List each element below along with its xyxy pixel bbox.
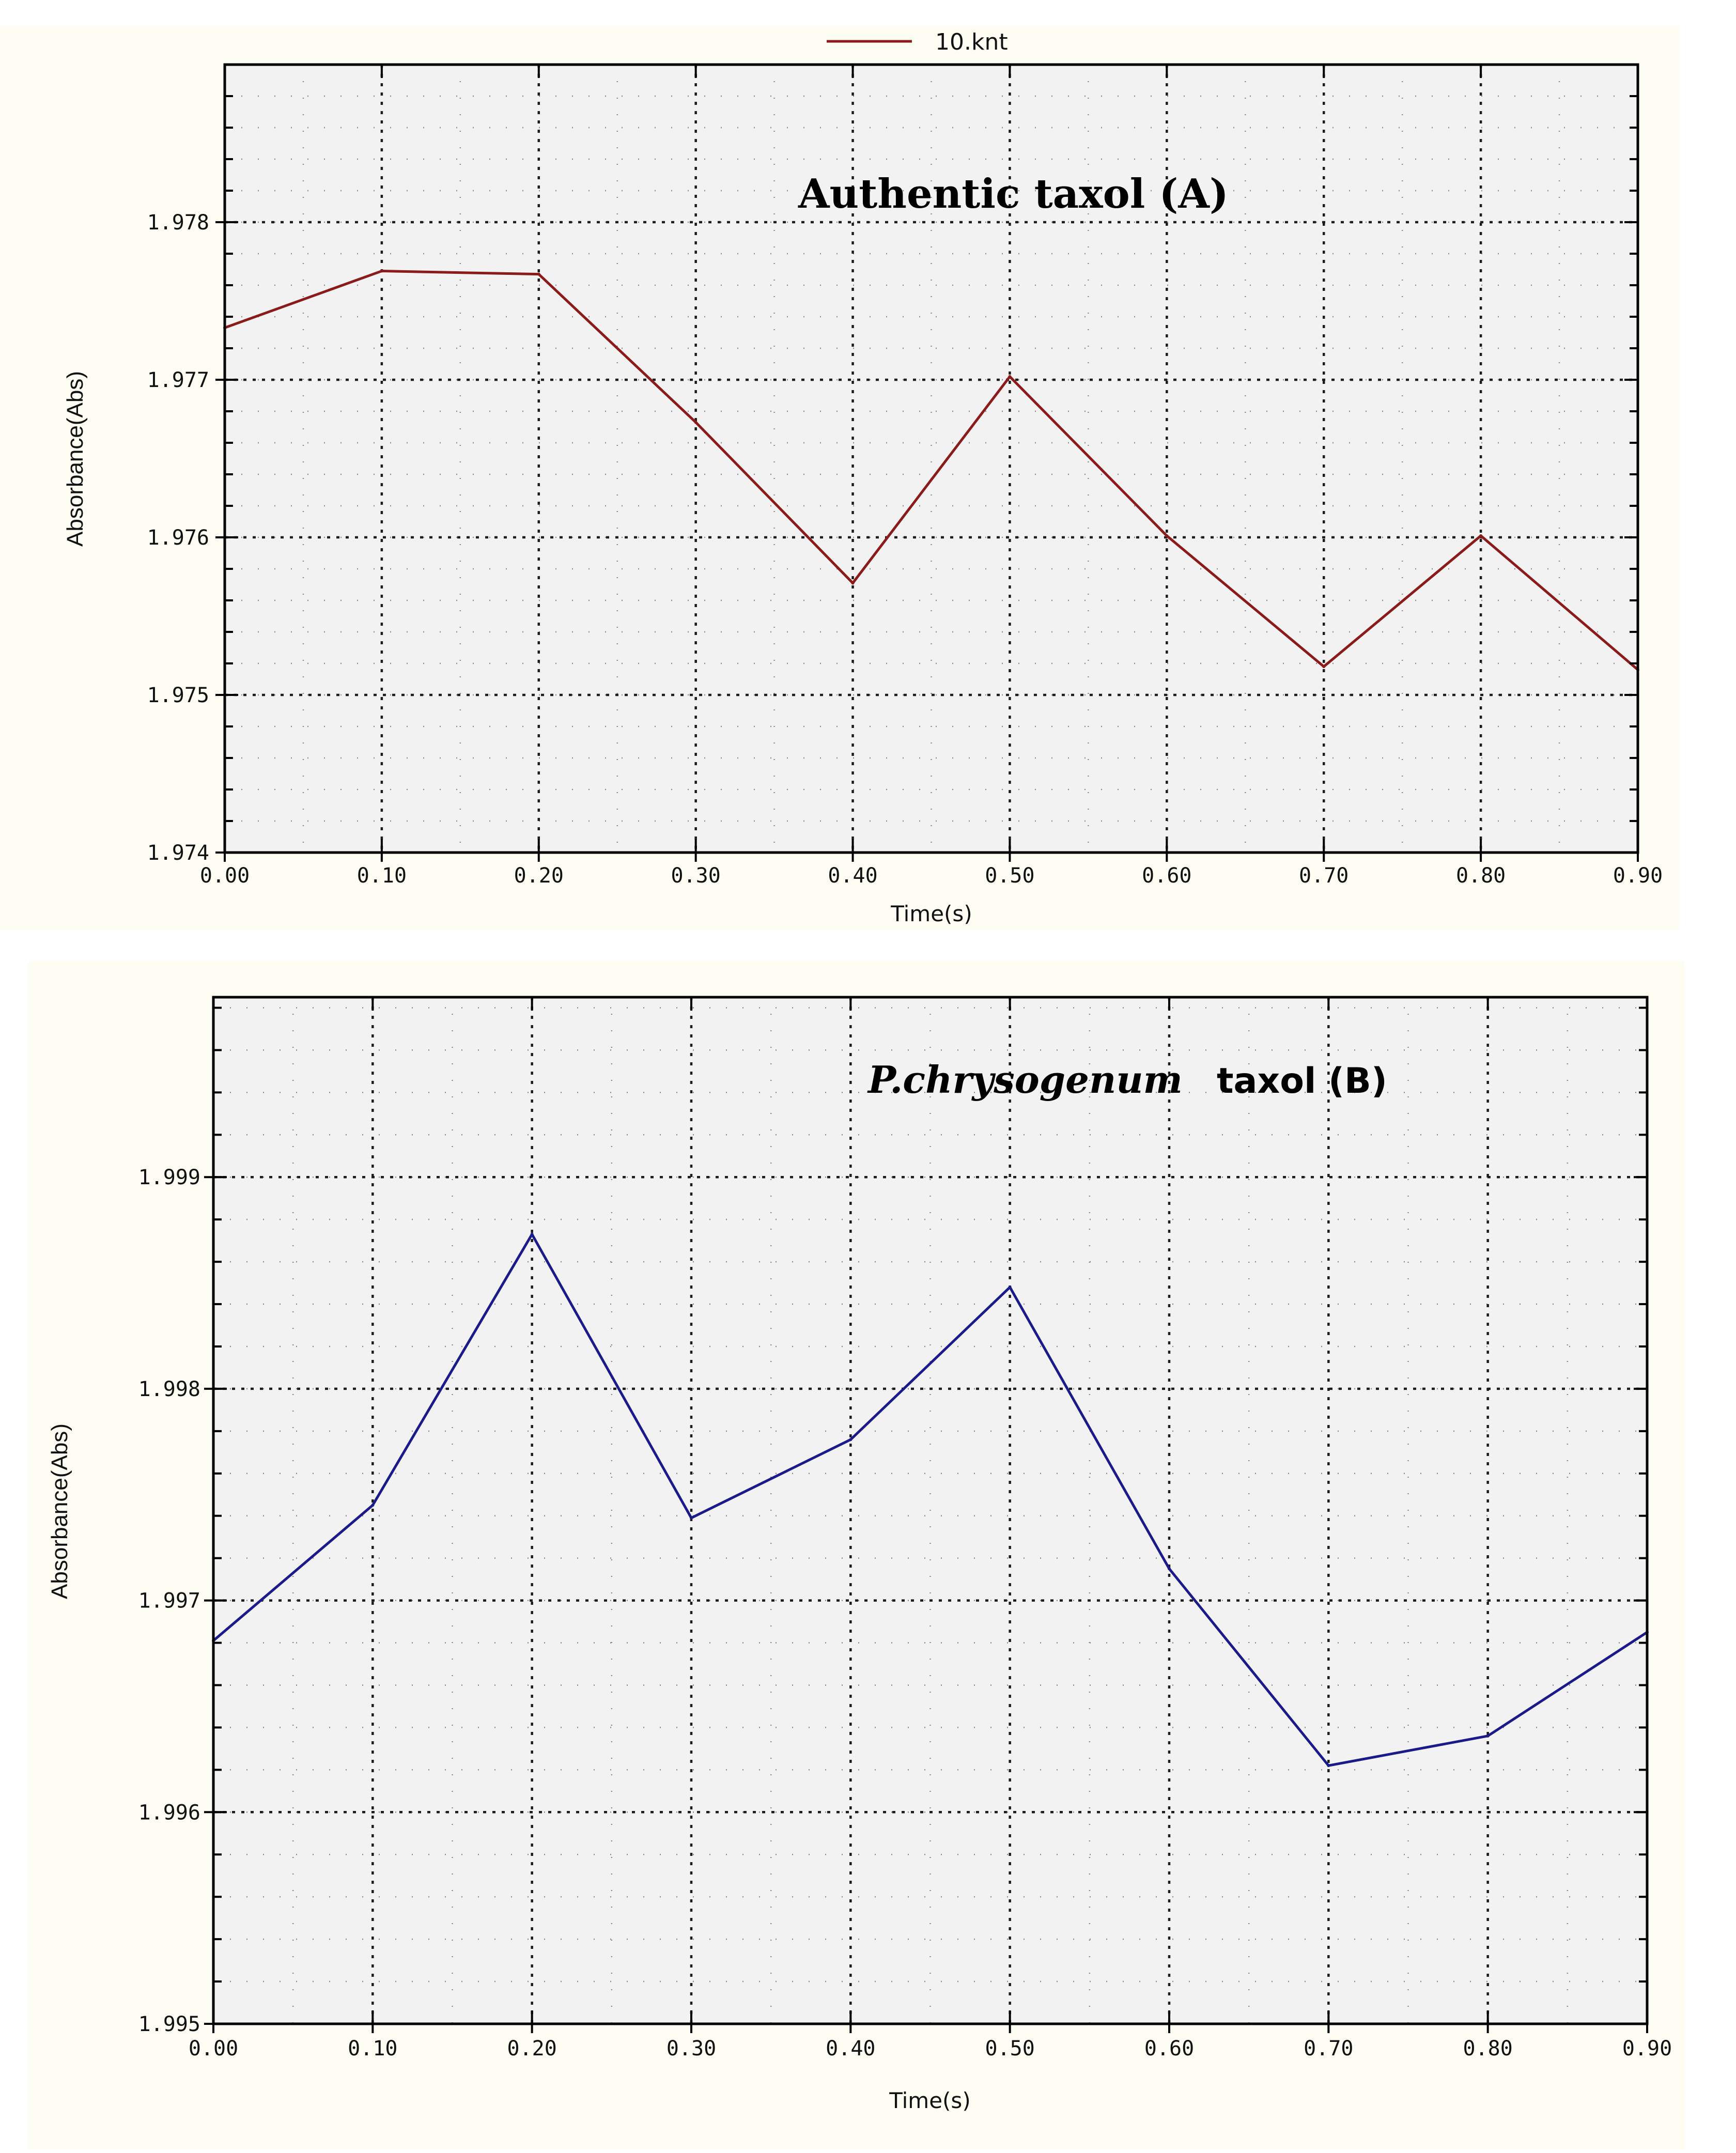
y-tick-label: 1.998: [138, 1377, 200, 1401]
data-point: [849, 1438, 853, 1442]
ticks-b: 1.995 1.996 1.997 1.998 1.999 0.00 0.10 0.20 0.3…: [138, 997, 1672, 2061]
plot-area-a: [225, 65, 1638, 853]
x-tick-label: 0.00: [189, 2037, 238, 2061]
data-point: [1322, 665, 1326, 669]
x-tick-label: 0.60: [1142, 864, 1191, 888]
x-tick-label: 0.90: [1613, 864, 1663, 888]
x-axis-label-a: Time(s): [890, 901, 972, 926]
data-point: [1486, 1734, 1490, 1738]
series-line: [212, 1233, 1648, 1767]
y-tick-label: 1.977: [147, 368, 209, 392]
y-tick-label: 1.978: [147, 211, 209, 235]
data-point: [380, 269, 383, 273]
x-tick-label: 0.80: [1463, 2037, 1513, 2061]
data-point: [1327, 1764, 1330, 1768]
x-tick-label: 0.70: [1299, 864, 1349, 888]
x-tick-label: 0.20: [507, 2037, 557, 2061]
x-tick-label: 0.10: [357, 864, 407, 888]
x-tick-label: 0.70: [1304, 2037, 1353, 2061]
x-axis-label-b: Time(s): [889, 2088, 970, 2113]
plot-frame-b: [212, 996, 1649, 2025]
data-point: [1008, 375, 1012, 378]
y-tick-label: 1.997: [138, 1589, 200, 1613]
grid-b: [213, 997, 1647, 2024]
x-tick-label: 0.30: [671, 864, 721, 888]
y-tick-label: 1.975: [147, 684, 209, 707]
chart-panel-a: 1.974 1.975 1.976 1.977 1.978 0.00 0.10 0.20 0.3…: [0, 26, 1679, 930]
chart-title-a: Authentic taxol (A): [798, 171, 1229, 218]
y-tick-label: 1.976: [147, 526, 209, 550]
data-point: [530, 1232, 534, 1236]
x-tick-label: 0.60: [1144, 2037, 1194, 2061]
series-line: [224, 270, 1639, 671]
x-tick-label: 0.30: [667, 2037, 716, 2061]
legend-label: 10.knt: [935, 29, 1008, 55]
chart-panel-b: 1.995 1.996 1.997 1.998 1.999 0.00 0.10 0.20 0.3…: [28, 961, 1684, 2149]
y-tick-label: 1.996: [138, 1801, 200, 1824]
plot-frame-a: [223, 63, 1639, 854]
data-point: [690, 1516, 693, 1520]
ticks-a: 1.974 1.975 1.976 1.977 1.978 0.00 0.10 0.20 0.3…: [147, 65, 1663, 888]
x-tick-label: 0.50: [985, 864, 1034, 888]
data-point: [851, 581, 855, 585]
chart-title-b-label: taxol (B): [1217, 1061, 1387, 1102]
y-tick-label: 1.974: [147, 841, 209, 865]
data-point: [371, 1504, 375, 1507]
data-point: [1479, 534, 1483, 537]
y-axis-label-b: Absorbance(Abs): [47, 1423, 72, 1599]
x-tick-label: 0.00: [200, 864, 250, 888]
data-point: [694, 421, 698, 424]
x-tick-label: 0.40: [826, 2037, 875, 2061]
x-tick-label: 0.80: [1456, 864, 1506, 888]
x-tick-label: 0.40: [828, 864, 877, 888]
data-point: [537, 272, 540, 276]
legend-a: 10.knt: [827, 29, 1008, 55]
y-axis-label-a: Absorbance(Abs): [63, 371, 88, 547]
grid-a: [225, 65, 1638, 853]
x-tick-label: 0.90: [1622, 2037, 1672, 2061]
data-point: [1008, 1285, 1012, 1289]
x-tick-label: 0.20: [514, 864, 564, 888]
data-point: [1165, 534, 1169, 537]
chart-title-b: P.chrysogenum taxol (B): [867, 1058, 1387, 1102]
x-tick-label: 0.10: [348, 2037, 397, 2061]
y-tick-label: 1.995: [138, 2012, 200, 2036]
data-point: [1168, 1567, 1171, 1571]
y-tick-label: 1.999: [138, 1166, 200, 1189]
x-tick-label: 0.50: [985, 2037, 1035, 2061]
chart-title-b-organism: P.chrysogenum: [867, 1058, 1183, 1102]
